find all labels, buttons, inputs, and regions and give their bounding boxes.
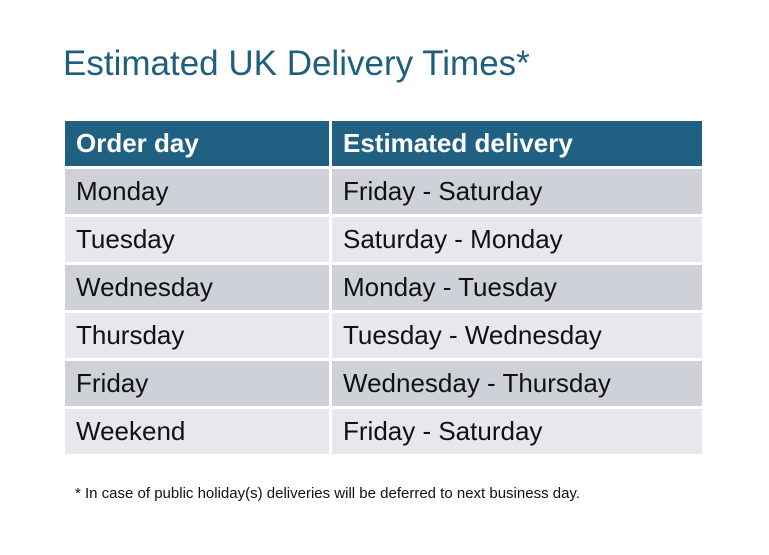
order-day-cell: Weekend bbox=[65, 409, 329, 454]
table-row: Thursday Tuesday - Wednesday bbox=[65, 313, 702, 358]
order-day-cell: Tuesday bbox=[65, 217, 329, 262]
delivery-cell: Friday - Saturday bbox=[332, 169, 702, 214]
page-title: Estimated UK Delivery Times* bbox=[63, 44, 530, 83]
table-row: Weekend Friday - Saturday bbox=[65, 409, 702, 454]
table-row: Wednesday Monday - Tuesday bbox=[65, 265, 702, 310]
delivery-cell: Saturday - Monday bbox=[332, 217, 702, 262]
delivery-cell: Wednesday - Thursday bbox=[332, 361, 702, 406]
footnote: * In case of public holiday(s) deliverie… bbox=[75, 485, 580, 502]
table-row: Friday Wednesday - Thursday bbox=[65, 361, 702, 406]
order-day-cell: Friday bbox=[65, 361, 329, 406]
header-order-day: Order day bbox=[65, 121, 329, 166]
delivery-cell: Monday - Tuesday bbox=[332, 265, 702, 310]
delivery-cell: Friday - Saturday bbox=[332, 409, 702, 454]
order-day-cell: Thursday bbox=[65, 313, 329, 358]
table-header-row: Order day Estimated delivery bbox=[65, 121, 702, 166]
table-row: Tuesday Saturday - Monday bbox=[65, 217, 702, 262]
header-estimated-delivery: Estimated delivery bbox=[332, 121, 702, 166]
delivery-cell: Tuesday - Wednesday bbox=[332, 313, 702, 358]
order-day-cell: Wednesday bbox=[65, 265, 329, 310]
delivery-times-table: Order day Estimated delivery Monday Frid… bbox=[62, 118, 705, 457]
order-day-cell: Monday bbox=[65, 169, 329, 214]
table-row: Monday Friday - Saturday bbox=[65, 169, 702, 214]
